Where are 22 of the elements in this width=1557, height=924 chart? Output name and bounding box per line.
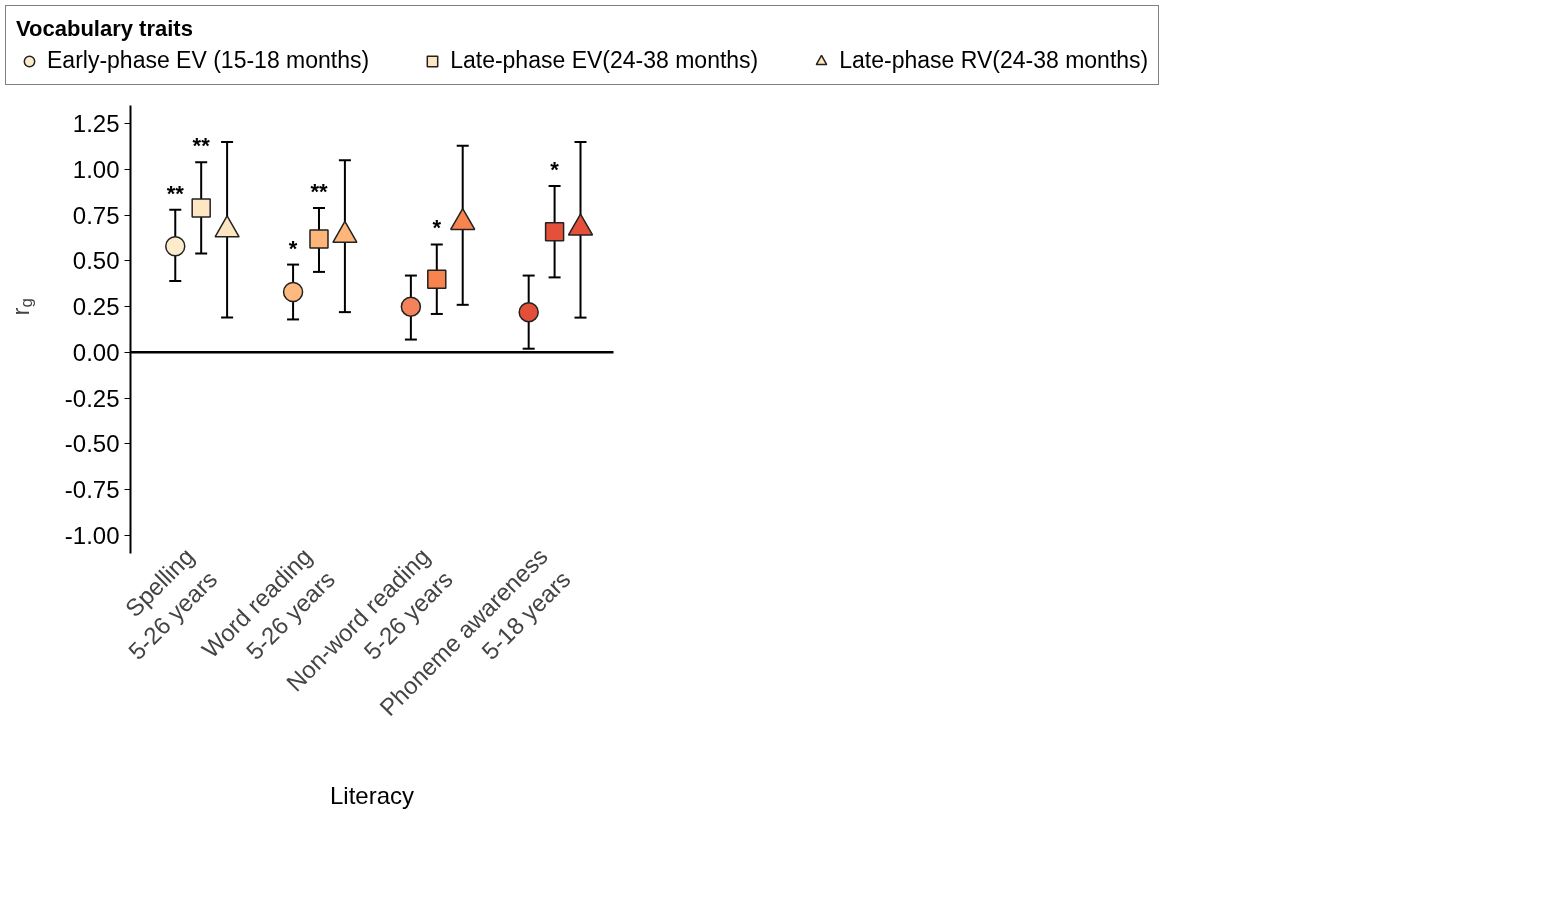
y-tick-label: -0.75 bbox=[64, 476, 120, 503]
data-label: ** bbox=[310, 178, 328, 204]
y-tick-label: 1.00 bbox=[72, 156, 120, 183]
y-axis-title: rg bbox=[7, 298, 36, 316]
y-tick-label: 0.50 bbox=[72, 247, 120, 275]
y-tick-label: -0.25 bbox=[64, 384, 120, 412]
y-tick-label: -0.50 bbox=[64, 430, 120, 458]
legend-title: Vocabulary traits bbox=[16, 16, 194, 42]
data-label: * bbox=[432, 215, 442, 241]
data-label: * bbox=[550, 156, 560, 182]
legend-label: Late-phase RV(24-38 months) bbox=[839, 47, 1149, 74]
data-label: ** bbox=[166, 180, 185, 206]
x-axis-title: Literacy bbox=[329, 781, 415, 809]
y-tick-label: -1.00 bbox=[64, 521, 120, 549]
y-tick-label: 0.25 bbox=[72, 293, 120, 321]
legend-label: Early-phase EV (15-18 months) bbox=[47, 47, 370, 74]
legend-label: Late-phase EV(24-38 months) bbox=[450, 47, 759, 74]
data-label: ** bbox=[192, 133, 211, 159]
y-tick-label: 0.75 bbox=[72, 201, 120, 229]
y-tick-label: 0.00 bbox=[72, 338, 120, 366]
y-tick-label: 1.25 bbox=[72, 110, 120, 138]
data-label: * bbox=[288, 235, 298, 261]
